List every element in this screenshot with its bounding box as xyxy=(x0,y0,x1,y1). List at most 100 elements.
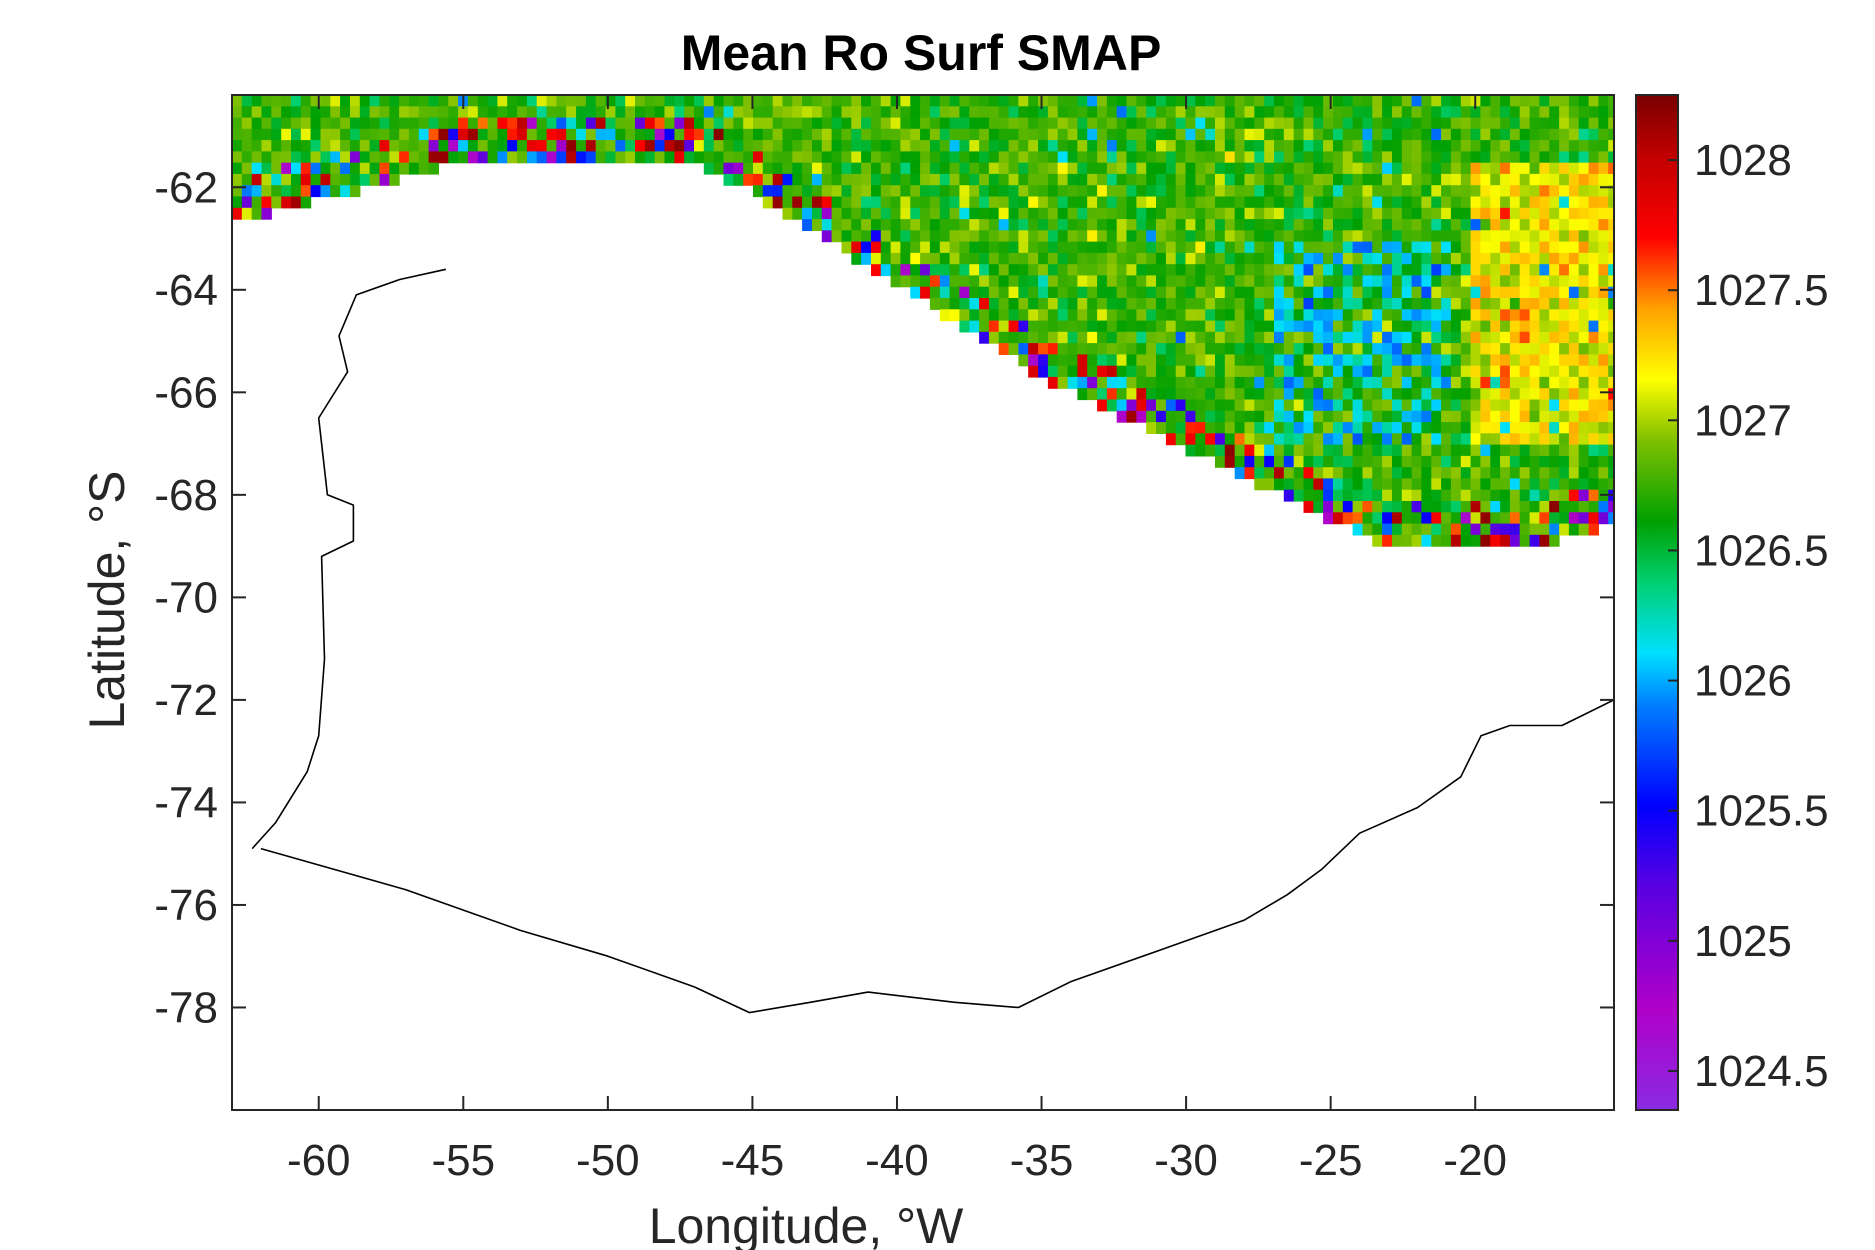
heatmap-cell xyxy=(998,128,1010,141)
heatmap-cell xyxy=(1047,230,1059,243)
heatmap-cell xyxy=(1598,275,1609,288)
heatmap-cell xyxy=(1244,354,1255,367)
heatmap-cell xyxy=(1077,128,1088,141)
heatmap-cell xyxy=(1283,433,1295,446)
heatmap-cell xyxy=(1175,230,1187,243)
heatmap-cell xyxy=(1067,354,1078,367)
heatmap-cell xyxy=(1539,410,1550,423)
heatmap-cell xyxy=(517,95,528,107)
heatmap-cell xyxy=(1539,264,1550,277)
heatmap-cell xyxy=(674,106,685,119)
heatmap-cell xyxy=(1421,128,1432,141)
heatmap-cell xyxy=(1038,320,1049,333)
heatmap-cell xyxy=(1598,455,1609,468)
heatmap-cell xyxy=(1352,151,1363,164)
heatmap-cell xyxy=(1116,354,1128,367)
heatmap-cell xyxy=(1529,275,1540,288)
heatmap-cell xyxy=(1067,331,1078,344)
heatmap-cell xyxy=(1126,106,1137,119)
heatmap-cell xyxy=(1362,455,1373,468)
heatmap-cell xyxy=(1598,467,1609,480)
heatmap-cell xyxy=(1264,455,1275,468)
heatmap-cell xyxy=(1392,343,1403,355)
heatmap-cell xyxy=(1342,354,1354,367)
heatmap-cell xyxy=(998,196,1010,209)
heatmap-cell xyxy=(1382,95,1393,107)
heatmap-cell xyxy=(320,128,331,141)
heatmap-cell xyxy=(1067,320,1078,333)
heatmap-cell xyxy=(782,117,793,130)
heatmap-cell xyxy=(585,95,597,107)
heatmap-cell xyxy=(1509,106,1521,119)
heatmap-cell xyxy=(1421,489,1432,502)
heatmap-cell xyxy=(743,140,754,152)
heatmap-cell xyxy=(1244,241,1255,254)
heatmap-cell xyxy=(1392,151,1403,164)
heatmap-cell xyxy=(1077,173,1088,186)
heatmap-cell xyxy=(979,331,990,344)
heatmap-cell xyxy=(1441,365,1452,378)
heatmap-cell xyxy=(1450,501,1462,513)
heatmap-cell xyxy=(1008,331,1019,344)
heatmap-cell xyxy=(1401,512,1413,525)
heatmap-cell xyxy=(1450,286,1462,299)
heatmap-cell xyxy=(1529,185,1540,198)
heatmap-cell xyxy=(1067,128,1078,141)
heatmap-cell xyxy=(1431,523,1442,536)
heatmap-cell xyxy=(1313,128,1324,141)
heatmap-cell xyxy=(1205,140,1216,152)
heatmap-cell xyxy=(949,128,960,141)
heatmap-cell xyxy=(1509,343,1521,355)
heatmap-cell xyxy=(1480,388,1491,401)
heatmap-cell xyxy=(1028,230,1039,243)
heatmap-cell xyxy=(1441,388,1452,401)
heatmap-cell xyxy=(241,140,253,152)
heatmap-cell xyxy=(1234,320,1246,333)
heatmap-cell xyxy=(1264,478,1275,491)
heatmap-cell xyxy=(1323,264,1334,277)
heatmap-cell xyxy=(1126,320,1137,333)
heatmap-cell xyxy=(1372,455,1383,468)
heatmap-cell xyxy=(261,106,272,119)
heatmap-cell xyxy=(1421,320,1432,333)
heatmap-cell xyxy=(1175,376,1187,389)
heatmap-cell xyxy=(1559,523,1570,536)
heatmap-cell xyxy=(1116,286,1128,299)
heatmap-cell xyxy=(1401,433,1413,446)
heatmap-cell xyxy=(1018,117,1029,130)
heatmap-cell xyxy=(1224,140,1236,152)
heatmap-cell xyxy=(1136,388,1147,401)
heatmap-cell xyxy=(1175,95,1187,107)
heatmap-cell xyxy=(1175,354,1187,367)
heatmap-cell xyxy=(1215,376,1226,389)
heatmap-cell xyxy=(979,117,990,130)
heatmap-cell xyxy=(1244,467,1255,480)
heatmap-cell xyxy=(1293,376,1305,389)
heatmap-cell xyxy=(871,219,882,231)
heatmap-cell xyxy=(1215,252,1226,265)
heatmap-cell xyxy=(812,196,823,209)
heatmap-cell xyxy=(1470,286,1481,299)
heatmap-cell xyxy=(1568,399,1580,412)
heatmap-cell xyxy=(1519,320,1531,333)
heatmap-cell xyxy=(723,151,734,164)
heatmap-cell xyxy=(1372,320,1383,333)
heatmap-cell xyxy=(625,95,636,107)
heatmap-cell xyxy=(802,140,813,152)
heatmap-cell xyxy=(1313,162,1324,175)
heatmap-cell xyxy=(1392,241,1403,254)
heatmap-cell xyxy=(1077,331,1088,344)
heatmap-cell xyxy=(1608,298,1614,310)
heatmap-cell xyxy=(1215,455,1226,468)
heatmap-cell xyxy=(772,117,784,130)
heatmap-cell xyxy=(487,117,498,130)
heatmap-cell xyxy=(772,185,784,198)
heatmap-cell xyxy=(1401,230,1413,243)
heatmap-cell xyxy=(1539,388,1550,401)
heatmap-cell xyxy=(1500,185,1511,198)
heatmap-cell xyxy=(1529,320,1540,333)
heatmap-cell xyxy=(1352,478,1363,491)
heatmap-cell xyxy=(959,95,970,107)
heatmap-cell xyxy=(1303,388,1314,401)
heatmap-cell xyxy=(1264,196,1275,209)
